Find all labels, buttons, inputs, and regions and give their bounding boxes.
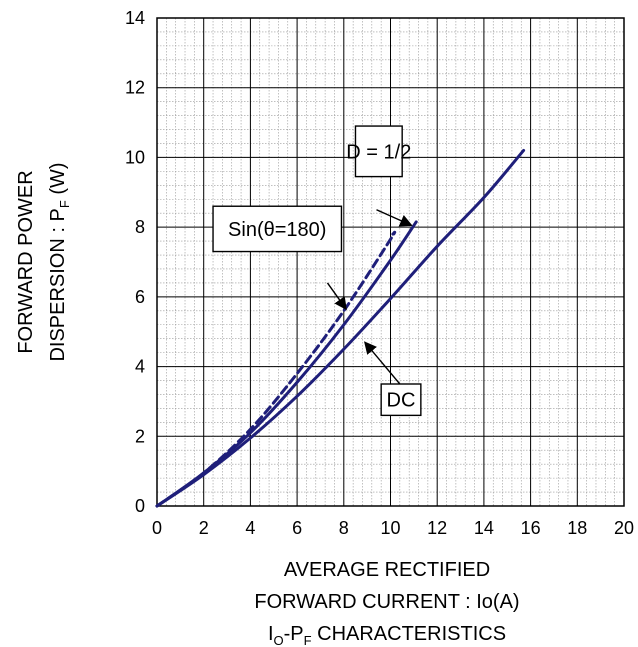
y-axis-title-line1: FORWARD POWER — [15, 170, 37, 353]
series-line-2 — [155, 230, 397, 508]
callout-box-0 — [354, 125, 403, 178]
y-axis-title-line2: DISPERSION : PF (W) — [47, 162, 72, 361]
y-tick-label: 10 — [125, 147, 145, 167]
x-tick-label: 20 — [614, 518, 634, 538]
y-tick-label: 12 — [125, 78, 145, 98]
caption-tail: CHARACTERISTICS — [312, 623, 506, 645]
x-tick-label: 18 — [567, 518, 587, 538]
x-axis-title-line2: FORWARD CURRENT : Io(A) — [254, 591, 519, 613]
callout-arrow-1 — [326, 282, 347, 311]
caption-i: I — [268, 623, 274, 645]
callout-box-2 — [380, 383, 422, 417]
x-tick-label: 10 — [380, 518, 400, 538]
callout-box-1 — [212, 205, 343, 253]
x-tick-labels: 0 2 4 6 8 10 12 14 16 18 20 — [152, 518, 634, 538]
y-tick-label: 8 — [135, 217, 145, 237]
caption-sub-o: O — [274, 633, 284, 647]
callout-label-0: D = 1/2 — [346, 141, 411, 163]
x-tick-label: 6 — [292, 518, 302, 538]
ylabel-tail: (W) — [47, 162, 69, 200]
caption-p: -P — [284, 623, 304, 645]
x-tick-label: 12 — [427, 518, 447, 538]
x-tick-label: 2 — [199, 518, 209, 538]
y-tick-labels: 0 2 4 6 8 10 12 14 — [125, 8, 145, 516]
x-tick-label: 4 — [245, 518, 255, 538]
x-tick-label: 0 — [152, 518, 162, 538]
callouts: D = 1/2 Sin(θ=180) DC — [212, 125, 422, 417]
ylabel-sub-f: F — [57, 200, 72, 208]
x-axis-title-line1: AVERAGE RECTIFIED — [284, 559, 490, 581]
x-tick-label: 8 — [339, 518, 349, 538]
x-tick-label: 16 — [521, 518, 541, 538]
chart-caption: IO-PF CHARACTERISTICS — [268, 623, 506, 647]
y-tick-label: 14 — [125, 8, 145, 28]
y-tick-label: 0 — [135, 496, 145, 516]
x-tick-label: 14 — [474, 518, 494, 538]
callout-label-1: Sin(θ=180) — [228, 219, 326, 241]
series-line-1 — [155, 220, 418, 508]
y-tick-label: 2 — [135, 426, 145, 446]
caption-sub-f: F — [304, 633, 312, 647]
series-lines — [155, 148, 526, 508]
y-tick-label: 4 — [135, 357, 145, 377]
callout-arrow-2 — [364, 341, 401, 385]
plot-frame — [156, 17, 625, 507]
y-tick-label: 6 — [135, 287, 145, 307]
callout-arrow-0 — [376, 209, 413, 227]
series-line-0 — [155, 148, 526, 508]
callout-label-2: DC — [387, 390, 416, 412]
ylabel-main: DISPERSION : P — [47, 208, 69, 361]
